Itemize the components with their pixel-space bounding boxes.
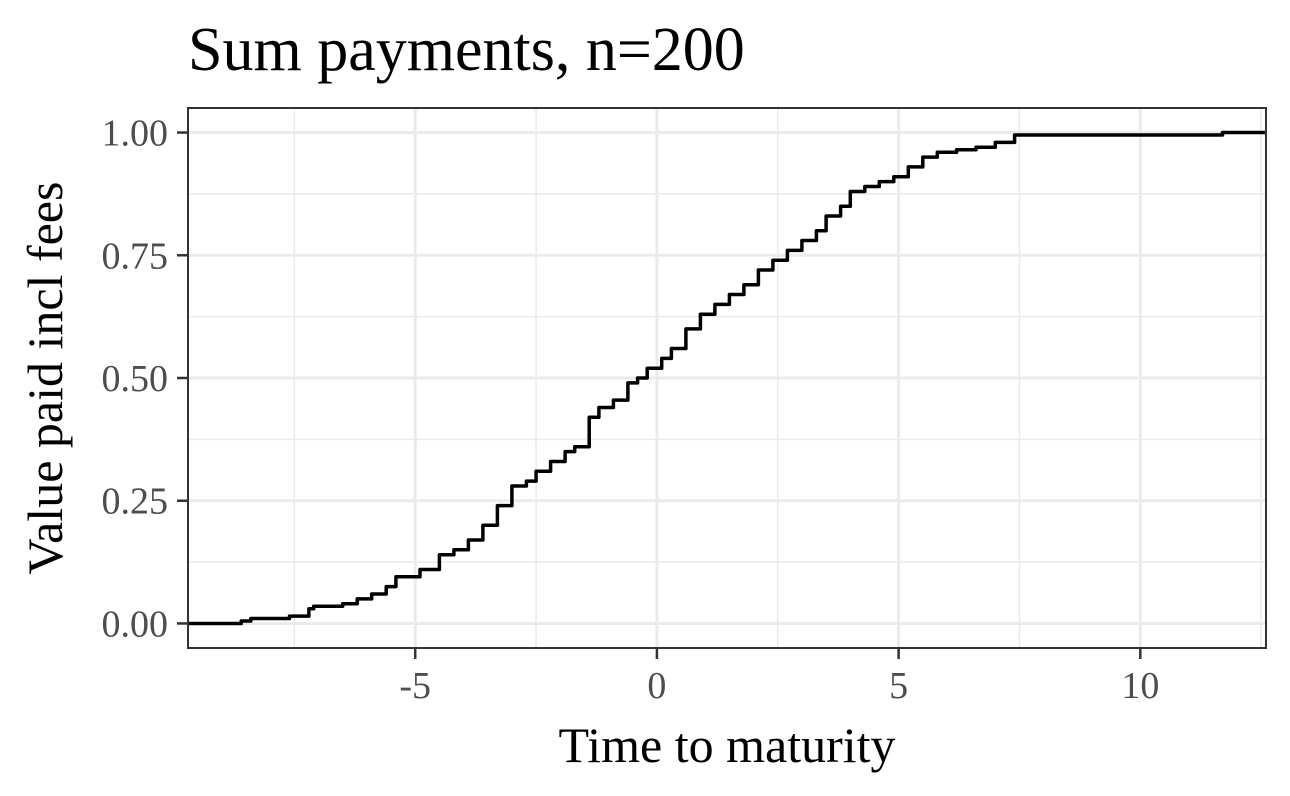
y-tick-label: 0.50 — [102, 358, 169, 400]
series-layer — [188, 130, 1266, 626]
y-tick-label: 0.75 — [102, 235, 169, 277]
y-tick-label: 1.00 — [102, 113, 169, 155]
x-tick-label: -5 — [399, 665, 431, 707]
x-axis: -5 0 5 10 — [399, 648, 1159, 707]
x-tick-label: 5 — [889, 665, 908, 707]
chart-title: Sum payments, n=200 — [188, 16, 745, 84]
y-axis-title: Value paid incl fees — [17, 182, 73, 575]
major-gridlines — [188, 108, 1266, 648]
y-tick-label: 0.00 — [102, 603, 169, 645]
x-tick-label: 10 — [1121, 665, 1159, 707]
y-axis: 0.00 0.25 0.50 0.75 1.00 — [102, 113, 188, 645]
series-line — [188, 130, 1266, 626]
x-tick-label: 0 — [647, 665, 666, 707]
y-tick-label: 0.25 — [102, 481, 169, 523]
x-axis-title: Time to maturity — [558, 717, 895, 773]
